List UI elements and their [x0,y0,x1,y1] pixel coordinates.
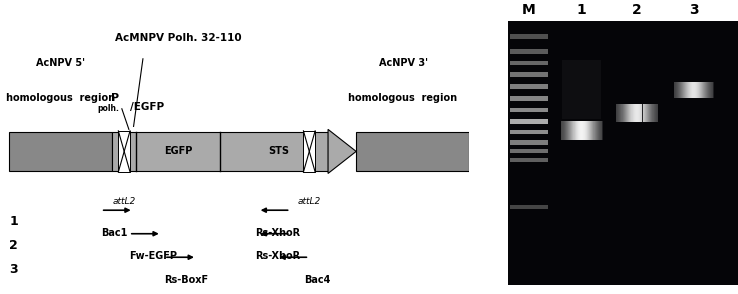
Bar [616,104,658,122]
Bar [675,81,713,98]
Text: Bac4: Bac4 [305,275,331,285]
Bar [118,131,130,172]
Bar [510,149,548,153]
Bar [510,61,548,65]
Bar [510,96,548,101]
Text: attL2: attL2 [297,197,321,206]
Bar [562,60,601,119]
Text: 2: 2 [632,3,642,17]
Bar [112,132,328,171]
Text: Rs-XhoR: Rs-XhoR [255,228,300,238]
Text: P: P [111,93,120,103]
Text: homologous  region: homologous region [7,93,115,103]
Text: Rs-BoxF: Rs-BoxF [164,275,208,285]
Text: AcNPV 3': AcNPV 3' [379,58,427,68]
Text: Bac1: Bac1 [101,228,127,238]
Bar [10,132,112,171]
Text: attL2: attL2 [113,197,136,206]
Bar [510,130,548,134]
Text: 3: 3 [689,3,699,17]
Text: /EGFP: /EGFP [130,102,164,112]
Text: 3: 3 [10,263,18,275]
Text: Fw-EGFP: Fw-EGFP [129,251,177,261]
Text: 1: 1 [577,3,587,17]
Bar [510,49,548,54]
Text: polh.: polh. [97,104,120,113]
Text: AcNPV 5': AcNPV 5' [36,58,86,68]
Bar [510,140,548,145]
Bar [303,131,315,172]
Text: homologous  region: homologous region [348,93,458,103]
Text: EGFP: EGFP [164,146,193,156]
Polygon shape [328,129,356,173]
Text: M: M [523,3,536,17]
Text: AcMNPV Polh. 32-110: AcMNPV Polh. 32-110 [115,33,241,43]
Bar [510,158,548,162]
Bar [510,72,548,77]
Text: 2: 2 [10,239,18,252]
Text: 1: 1 [10,216,18,228]
Bar [508,21,738,285]
Bar [510,34,548,39]
Text: Rs-XhoR: Rs-XhoR [255,251,300,261]
Bar [510,84,548,89]
Bar [561,121,602,141]
Bar [510,119,548,124]
Text: STS: STS [269,146,289,156]
Bar [510,108,548,112]
Bar [510,205,548,209]
Bar [356,132,469,171]
